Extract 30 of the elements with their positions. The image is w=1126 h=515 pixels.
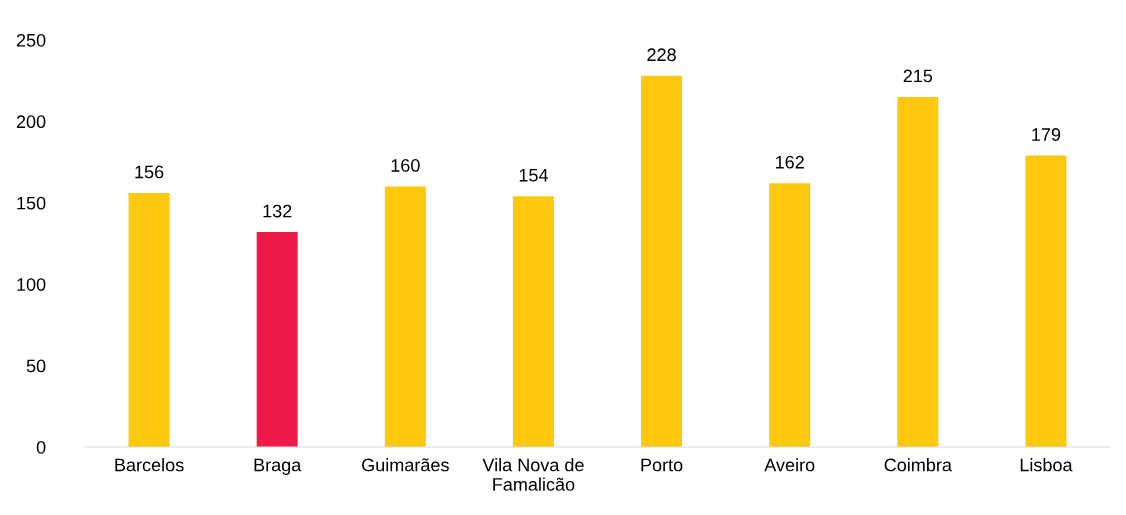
x-tick-label: Braga xyxy=(254,458,302,475)
x-tick-label: Aveiro xyxy=(764,458,815,472)
data-label: 215 xyxy=(903,69,933,83)
y-tick-label: 0 xyxy=(36,440,46,454)
y-tick-label: 150 xyxy=(17,196,46,210)
data-label: 154 xyxy=(519,169,548,182)
x-tick-label: Lisboa xyxy=(1020,458,1073,472)
x-tick-label: Guimarães xyxy=(362,458,449,472)
x-tick-label: Vila Nova de Famalicão xyxy=(482,458,584,491)
bar xyxy=(512,196,554,447)
y-tick-label: 50 xyxy=(26,359,46,373)
data-label: 156 xyxy=(135,165,164,179)
bar xyxy=(256,232,298,447)
x-tick-label: Coimbra xyxy=(884,458,952,472)
data-label: 228 xyxy=(647,48,676,62)
y-tick-label: 250 xyxy=(16,33,46,47)
bar xyxy=(897,96,939,447)
bar xyxy=(384,186,426,447)
data-label: 179 xyxy=(1032,128,1061,141)
data-label: 132 xyxy=(263,204,292,218)
y-tick-label: 200 xyxy=(16,115,46,129)
bar xyxy=(769,183,811,447)
data-label: 162 xyxy=(776,155,804,169)
data-label: 160 xyxy=(391,159,420,172)
x-tick-label: Porto xyxy=(641,458,683,472)
bar xyxy=(641,75,683,447)
bar xyxy=(128,193,170,447)
x-tick-label: Barcelos xyxy=(115,458,184,472)
y-tick-label: 100 xyxy=(17,278,46,291)
bar xyxy=(1025,155,1067,447)
